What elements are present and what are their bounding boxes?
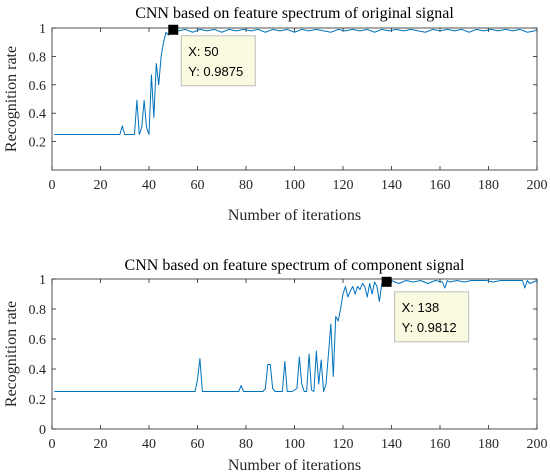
x-tick-label: 100 [284, 437, 305, 452]
y-axis-label: Recognition rate [3, 46, 20, 152]
chart-original-signal: 0 20 40 60 80 100 120 140 160 180 200 0.2 0.4 0.6 0.8 1… [3, 5, 548, 224]
datatip-x: X: 138 [402, 300, 440, 315]
y-tick-label: 0.6 [29, 79, 47, 94]
y-tick-label: 0.4 [29, 107, 47, 122]
x-tick-label: 40 [142, 437, 156, 452]
chart-title: CNN based on feature spectrum of compone… [125, 257, 465, 274]
x-axis-label: Number of iterations [228, 457, 361, 474]
x-tick-label: 120 [333, 437, 354, 452]
x-tick-label: 80 [239, 178, 253, 193]
x-axis-label: Number of iterations [228, 207, 361, 224]
series-line [54, 28, 538, 135]
datatip-y: Y: 0.9875 [188, 64, 243, 79]
x-tick-label: 20 [94, 178, 108, 193]
chart-title: CNN based on feature spectrum of origina… [135, 5, 454, 22]
x-tick-label: 180 [478, 178, 499, 193]
x-tick-label: 160 [430, 437, 451, 452]
y-tick-label: 1 [39, 273, 46, 288]
x-tick-label: 80 [239, 437, 253, 452]
y-tick-label: 0.2 [29, 136, 47, 151]
series-line [54, 280, 538, 392]
y-tick-label: 0.8 [29, 50, 47, 65]
datatip-y: Y: 0.9812 [402, 320, 457, 335]
x-tick-label: 140 [381, 437, 402, 452]
y-tick-label: 0 [39, 423, 46, 438]
datatip-x: X: 50 [188, 44, 218, 59]
chart-component-signal: 0 20 40 60 80 100 120 140 160 180 200 0 0.2 0.4 0.6 0.8… [3, 257, 548, 474]
y-tick-label: 0.4 [29, 363, 47, 378]
datatip-box [180, 35, 256, 87]
x-tick-label: 160 [430, 178, 451, 193]
x-tick-label: 20 [94, 437, 108, 452]
x-tick-label: 0 [49, 437, 56, 452]
y-axis-label: Recognition rate [3, 301, 20, 407]
y-tick-label: 0.6 [29, 333, 47, 348]
x-tick-label: 40 [142, 178, 156, 193]
datatip-marker[interactable] [168, 24, 179, 35]
x-tick-label: 120 [333, 178, 354, 193]
y-tick-label: 0.8 [29, 303, 47, 318]
x-tick-label: 60 [191, 178, 205, 193]
x-tick-label: 60 [191, 437, 205, 452]
datatip-marker[interactable] [381, 276, 392, 287]
plot-area [51, 27, 538, 171]
x-tick-label: 200 [527, 437, 548, 452]
x-tick-label: 180 [478, 437, 499, 452]
y-tick-label: 1 [39, 22, 46, 37]
x-tick-label: 100 [284, 178, 305, 193]
x-tick-label: 140 [381, 178, 402, 193]
y-tick-label: 0.2 [29, 393, 47, 408]
x-tick-label: 200 [527, 178, 548, 193]
datatip-box [394, 291, 470, 343]
x-tick-label: 0 [49, 178, 56, 193]
